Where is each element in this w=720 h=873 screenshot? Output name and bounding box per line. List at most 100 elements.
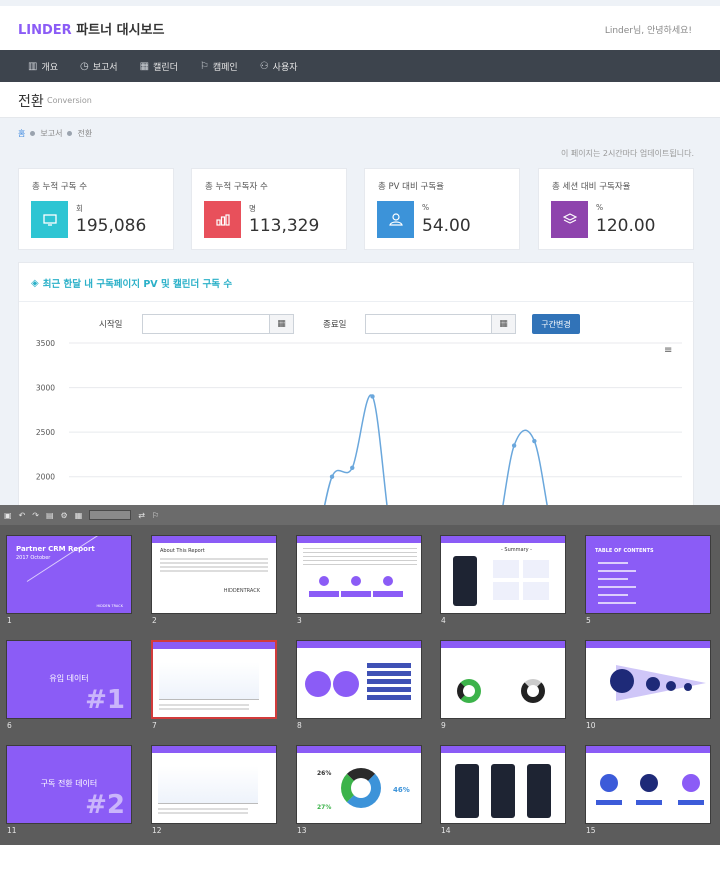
slide-thumbnail[interactable]: 구독 전환 데이터 #2: [6, 745, 132, 824]
data-point[interactable]: [370, 394, 375, 399]
stat-card-pv-rate: 총 PV 대비 구독율 % 54.00: [364, 168, 520, 250]
slide-thumbnail[interactable]: [296, 535, 422, 614]
slide-number: 5: [586, 616, 591, 625]
section-number: #1: [85, 685, 125, 715]
bar-chart-icon: [204, 201, 241, 238]
layers-icon: [551, 201, 588, 238]
slide-thumbnail[interactable]: [440, 640, 566, 719]
end-date-input[interactable]: ▦: [365, 314, 516, 334]
nav-item-reports[interactable]: ◷ 보고서: [80, 50, 118, 82]
flow-label: [636, 800, 662, 805]
slide-number: 13: [297, 826, 307, 835]
table-row: [303, 548, 417, 549]
bar-row: [367, 687, 411, 692]
breadcrumb-reports[interactable]: 보고서: [40, 129, 63, 138]
slide-number: 3: [297, 616, 302, 625]
start-date-input[interactable]: ▦: [142, 314, 294, 334]
slide-thumbnail[interactable]: About This Report HIDDENTRACK: [151, 535, 277, 614]
phone-image: [455, 764, 479, 818]
calendar-grid-icon[interactable]: ▦: [491, 315, 515, 333]
panel-title: ◈ 최근 한달 내 구독페이지 PV 및 캘린더 구독 수: [31, 276, 232, 291]
label-box: [309, 591, 339, 597]
y-tick-label: 3500: [36, 339, 55, 348]
bar-chart-icon: ▥: [28, 60, 38, 72]
redo-icon[interactable]: ↷: [32, 510, 39, 520]
breadcrumb-home[interactable]: 홈: [18, 129, 26, 138]
summary-box: [493, 582, 519, 600]
range-change-button[interactable]: 구간변경: [532, 314, 580, 334]
slide-thumbnail[interactable]: [296, 640, 422, 719]
users-icon: ⚇: [259, 60, 269, 72]
user-greeting[interactable]: Linder님, 안녕하세요!: [604, 26, 692, 36]
thumbnail-toolbar: ▣ ↶ ↷ ▤ ⚙ ▦ ⇄ ⚐: [0, 505, 720, 525]
slide-thumbnail[interactable]: 26% 46% 27%: [296, 745, 422, 824]
data-point[interactable]: [329, 474, 335, 479]
slide-header-bar: [297, 536, 421, 543]
slide-thumbnail[interactable]: [151, 640, 277, 719]
grid-icon[interactable]: ▤: [45, 510, 54, 520]
slide-number: 8: [297, 721, 302, 730]
data-point[interactable]: [511, 443, 517, 448]
user-icon: [377, 201, 414, 238]
slide-thumbnail[interactable]: Partner CRM Report 2017 October HIDDEN TRA…: [6, 535, 132, 614]
donut-chart: [521, 679, 545, 703]
slide-header-bar: [441, 641, 565, 648]
calendar-icon: ▦: [139, 60, 150, 72]
slide-thumbnail[interactable]: [585, 745, 711, 824]
card-unit: %: [596, 203, 604, 212]
series-line-0: [322, 394, 550, 513]
card-unit: 회: [76, 204, 83, 213]
hamburger-menu-icon[interactable]: ≡: [664, 345, 673, 356]
layout-icon[interactable]: ▦: [74, 510, 83, 520]
card-label: 총 PV 대비 구독율: [378, 182, 444, 192]
donut-label: 27%: [317, 804, 332, 811]
slide-header-bar: [441, 746, 565, 753]
tag-icon[interactable]: ⚐: [151, 510, 160, 520]
nav-item-campaign[interactable]: ⚐ 캠페인: [200, 50, 238, 82]
table-row: [303, 552, 417, 553]
slide-number: 10: [586, 721, 596, 730]
flow-circle: [682, 774, 700, 792]
funnel-circle: [646, 677, 660, 691]
bottom-strip: [0, 845, 720, 873]
calendar-grid-icon[interactable]: ▦: [269, 315, 293, 333]
table-row: [303, 564, 417, 565]
nav-label: 개요: [41, 62, 59, 73]
nav-item-calendar[interactable]: ▦ 캘린더: [140, 50, 178, 82]
card-unit: 명: [249, 204, 256, 213]
slide-header-bar: [297, 746, 421, 753]
save-icon[interactable]: ▣: [4, 510, 12, 520]
settings-icon[interactable]: ⚙: [60, 510, 68, 520]
brand-logo[interactable]: LINDER 파트너 대시보드: [18, 19, 164, 38]
data-point[interactable]: [350, 465, 355, 470]
phone-image: [491, 764, 515, 818]
layers-icon: ◈: [31, 277, 39, 289]
phone-image: [453, 556, 477, 606]
nav-item-users[interactable]: ⚇ 사용자: [260, 50, 298, 82]
brand-text: 파트너 대시보드: [71, 23, 165, 38]
swap-icon[interactable]: ⇄: [138, 510, 145, 520]
slide-thumbnail[interactable]: - Summary -: [440, 535, 566, 614]
data-point[interactable]: [532, 438, 537, 444]
slide-header-bar: [152, 746, 276, 753]
title-bar: 전환 Conversion: [0, 82, 720, 118]
slide-thumbnail[interactable]: [585, 640, 711, 719]
slide-thumbnail[interactable]: TABLE OF CONTENTS: [585, 535, 711, 614]
nav-label: 보고서: [92, 62, 118, 73]
zoom-field[interactable]: [89, 510, 132, 520]
slide-thumbnail[interactable]: 유입 데이터 #1: [6, 640, 132, 719]
nav-label: 사용자: [272, 62, 298, 73]
flow-circle: [640, 774, 658, 792]
card-value: 120.00: [596, 216, 656, 236]
nav-item-overview[interactable]: ▥ 개요: [28, 50, 58, 82]
stat-card-total-subscribers: 총 누적 구독자 수 명 113,329: [191, 168, 347, 250]
slide-header-bar: [586, 746, 710, 753]
undo-icon[interactable]: ↶: [18, 510, 26, 520]
funnel-circle: [610, 669, 634, 693]
text-line: [160, 558, 268, 560]
slide-thumbnail[interactable]: [440, 745, 566, 824]
bar-row: [367, 679, 411, 684]
table-row: [303, 560, 417, 561]
slide-thumbnail[interactable]: [151, 745, 277, 824]
slide-number: 9: [441, 721, 446, 730]
